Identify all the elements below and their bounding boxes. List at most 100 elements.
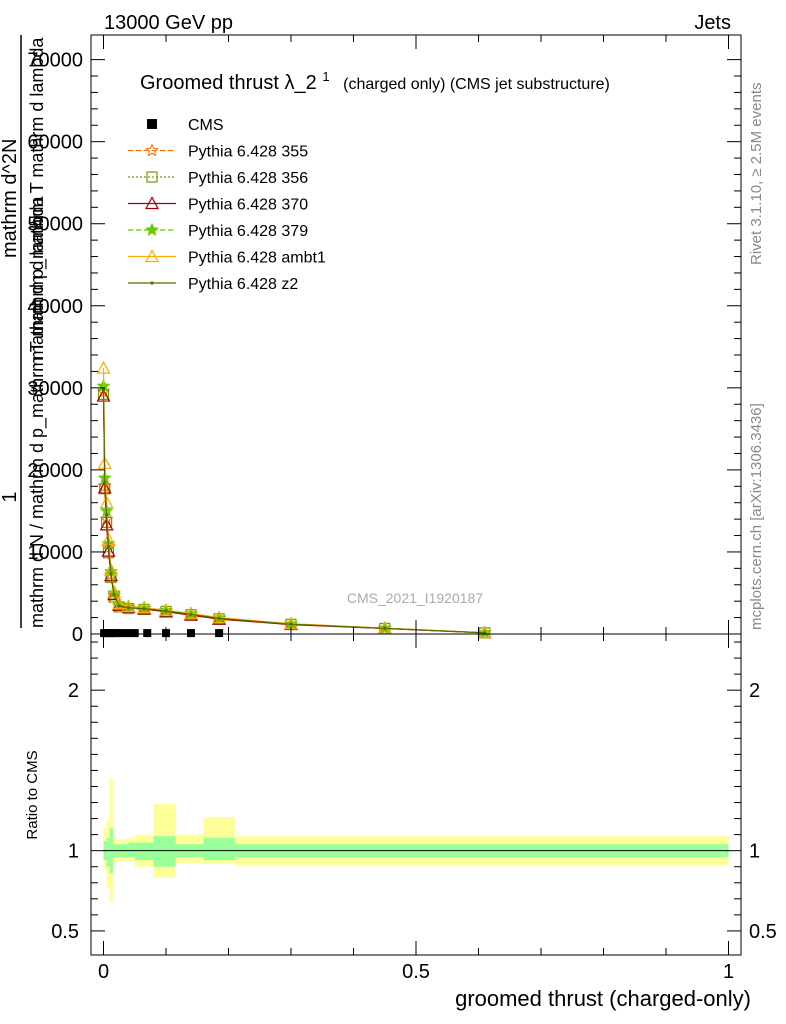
series-point [96, 360, 111, 374]
legend-marker [150, 281, 154, 285]
mcplots-source-label: mcplots.cern.ch [arXiv:1306.3436] [748, 403, 765, 630]
inner-band-bin [106, 837, 110, 867]
legend-label: Pythia 6.428 ambt1 [188, 250, 326, 267]
series-point [383, 626, 387, 630]
series-point [101, 543, 116, 557]
rivet-version-label: Rivet 3.1.10, ≥ 2.5M events [748, 83, 765, 266]
series-point [183, 606, 199, 620]
cms-point [130, 629, 139, 638]
title-superscript: 1 [322, 69, 329, 84]
series-point [99, 517, 114, 531]
inner-band-bin [203, 837, 235, 861]
ratio-y-tick-label-right: 2 [749, 680, 760, 702]
ylabel-numerator: 1 [0, 491, 21, 502]
cms-point [112, 629, 120, 638]
ratio-y-tick-label-right: 0.5 [749, 921, 777, 943]
legend-label: Pythia 6.428 355 [188, 144, 308, 161]
cms-point [187, 629, 195, 638]
series-point [112, 593, 116, 597]
legend-marker [144, 196, 160, 210]
y-tick-label: 20000 [27, 460, 83, 482]
y-tick-label: 10000 [27, 542, 83, 564]
y-tick-label: 50000 [27, 214, 83, 236]
series-point [158, 602, 174, 616]
energy-label: 13000 GeV pp [104, 12, 233, 34]
legend-marker [146, 171, 158, 183]
ratio-plot-frame [90, 633, 742, 956]
series-point [103, 480, 107, 484]
legend-marker [147, 119, 157, 129]
series-point [107, 584, 122, 598]
series-point [137, 600, 152, 614]
legend-label: Pythia 6.428 370 [188, 197, 308, 214]
series-point [101, 387, 106, 392]
series-point [142, 606, 146, 611]
ylabel-mid: mathrm d^2N [0, 139, 21, 258]
series-point [97, 480, 112, 494]
series-point [289, 622, 293, 626]
legend-entry-4: Pythia 6.428 379 [128, 222, 308, 240]
legend-entry-2: Pythia 6.428 356 [128, 170, 308, 187]
y-tick-label: 40000 [27, 296, 83, 318]
legend-marker [145, 143, 159, 157]
cms-point [215, 629, 224, 638]
chart-title: Groomed thrust λ_2 1 (charged only) (CMS… [140, 64, 610, 94]
series-point [106, 544, 111, 548]
cms-point [143, 629, 152, 638]
y-tick-label: 60000 [27, 132, 83, 154]
series-point [217, 616, 221, 621]
ylabel-denominator: mathrm d N / mathrm d p_mathrm T mathrm … [27, 196, 48, 628]
series-point [112, 596, 127, 610]
inner-band-bin [134, 842, 154, 861]
series-point [109, 572, 113, 576]
ratio-y-tick-label: 0.5 [51, 921, 79, 943]
x-tick-label: 0.5 [402, 961, 430, 983]
x-tick-label: 0 [98, 961, 109, 983]
main-plot-data [96, 360, 492, 639]
main-plot-panel: CMS_2021_I1920187 0 10000 20000 30000 40000 5… [0, 34, 742, 646]
cms-point [124, 629, 133, 638]
inner-band-bin [128, 842, 135, 858]
y-tick-label: 70000 [27, 50, 83, 72]
series-point [164, 609, 168, 613]
ylabel-top: mathrm d p_mathrm T mathrm d lambda [27, 37, 48, 360]
series-5 [101, 387, 487, 635]
series-point [126, 606, 131, 610]
ratio-uncertainty-bands [103, 778, 729, 903]
ratio-y-axis-label: Ratio to CMS [24, 750, 41, 839]
legend-label: Pythia 6.428 z2 [188, 276, 298, 293]
legend-entry-0: CMS [147, 117, 224, 134]
watermark: CMS_2021_I1920187 [347, 590, 483, 606]
x-axis: 0 0.5 1 [98, 634, 734, 983]
legend-marker [144, 249, 160, 263]
y-tick-label: 30000 [27, 378, 83, 400]
ratio-y-axis: 0.5 0.5 1 1 2 2 [51, 641, 777, 943]
title-rest: (charged only) (CMS jet substructure) [343, 76, 610, 93]
title-lambda: λ_2 [285, 72, 317, 94]
y-tick-label: 0 [72, 624, 83, 646]
x-tick-label: 1 [723, 961, 734, 983]
legend-marker [145, 222, 159, 236]
legend-label: CMS [188, 117, 224, 134]
cms-data-points [100, 629, 224, 638]
legend: CMS Pythia 6.428 355 Pythia 6.428 356 Pythi… [128, 117, 326, 293]
main-y-axis-label: 1 mathrm d N / mathrm d p_mathrm T mathr… [0, 35, 48, 628]
title-main: Groomed thrust [140, 72, 279, 94]
legend-entry-3: Pythia 6.428 370 [128, 196, 308, 214]
legend-label: Pythia 6.428 379 [188, 223, 308, 240]
ratio-y-tick-label: 2 [68, 680, 79, 702]
legend-entry-5: Pythia 6.428 ambt1 [128, 249, 326, 267]
cms-point [118, 629, 127, 638]
ratio-plot-panel: 0.5 0.5 1 1 2 2 0 0.5 1 Ratio to CMS groomed th… [24, 633, 777, 1011]
legend-entry-6: Pythia 6.428 z2 [128, 276, 298, 293]
legend-entry-1: Pythia 6.428 355 [128, 143, 308, 161]
inner-band-bin [153, 836, 176, 867]
main-y-axis: 0 10000 20000 30000 40000 50000 60000 70000 [27, 35, 741, 646]
series-point [121, 599, 136, 613]
series-point [212, 610, 227, 624]
x-axis-label: groomed thrust (charged-only) [455, 986, 751, 1011]
ratio-y-tick-label: 1 [68, 841, 79, 863]
series-point [189, 612, 193, 616]
series-point [105, 513, 109, 517]
